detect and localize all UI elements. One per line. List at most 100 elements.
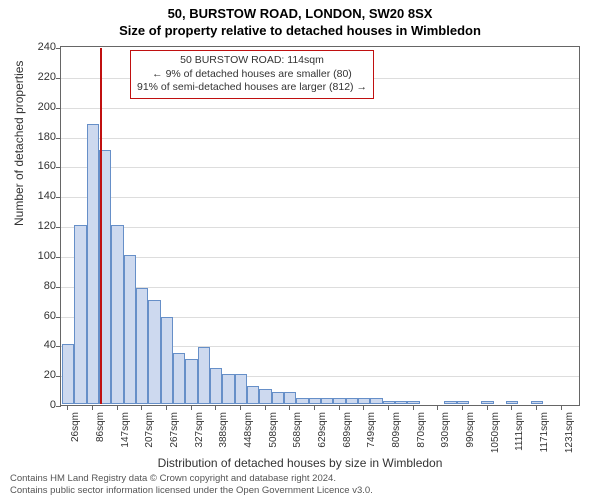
plot-region: 50 BURSTOW ROAD: 114sqm← 9% of detached … xyxy=(60,46,580,406)
gridline xyxy=(61,227,579,228)
histogram-bar xyxy=(136,288,148,404)
histogram-bar xyxy=(309,398,321,404)
histogram-bar xyxy=(62,344,74,404)
ytick-mark xyxy=(56,257,61,258)
xtick-label: 930sqm xyxy=(440,412,451,448)
xtick-mark xyxy=(117,405,118,410)
ytick-mark xyxy=(56,197,61,198)
ytick-label: 160 xyxy=(26,160,56,172)
ytick-label: 240 xyxy=(26,41,56,53)
xtick-label: 86sqm xyxy=(95,412,106,442)
x-axis-label: Distribution of detached houses by size … xyxy=(0,456,600,470)
histogram-bar xyxy=(173,353,185,404)
histogram-bar xyxy=(272,392,284,404)
gridline xyxy=(61,108,579,109)
gridline xyxy=(61,167,579,168)
histogram-bar xyxy=(383,401,395,404)
ytick-label: 40 xyxy=(26,339,56,351)
annotation-line: 50 BURSTOW ROAD: 114sqm xyxy=(137,54,367,68)
histogram-bar xyxy=(346,398,358,404)
xtick-label: 629sqm xyxy=(317,412,328,448)
footer-line-2: Contains public sector information licen… xyxy=(10,485,373,497)
histogram-bar xyxy=(481,401,493,404)
xtick-label: 1231sqm xyxy=(564,412,575,453)
xtick-label: 1171sqm xyxy=(539,412,550,452)
xtick-label: 26sqm xyxy=(70,412,81,442)
histogram-bar xyxy=(506,401,518,404)
histogram-bar xyxy=(198,347,210,404)
annotation-line: ← 9% of detached houses are smaller (80) xyxy=(137,68,367,82)
histogram-bar xyxy=(124,255,136,404)
xtick-mark xyxy=(363,405,364,410)
xtick-mark xyxy=(487,405,488,410)
xtick-mark xyxy=(388,405,389,410)
gridline xyxy=(61,138,579,139)
xtick-mark xyxy=(536,405,537,410)
xtick-label: 1111sqm xyxy=(514,412,525,451)
histogram-bar xyxy=(370,398,382,404)
ytick-mark xyxy=(56,317,61,318)
xtick-label: 267sqm xyxy=(169,412,180,448)
ytick-label: 60 xyxy=(26,310,56,322)
histogram-bar xyxy=(235,374,247,404)
y-axis-label: Number of detached properties xyxy=(12,61,26,226)
annotation-line: 91% of semi-detached houses are larger (… xyxy=(137,81,367,95)
ytick-mark xyxy=(56,376,61,377)
chart-title-1: 50, BURSTOW ROAD, LONDON, SW20 8SX xyxy=(0,0,600,21)
histogram-bar xyxy=(358,398,370,404)
xtick-label: 508sqm xyxy=(268,412,279,448)
ytick-mark xyxy=(56,138,61,139)
gridline xyxy=(61,197,579,198)
histogram-bar xyxy=(87,124,99,404)
histogram-bar xyxy=(444,401,456,404)
xtick-mark xyxy=(191,405,192,410)
ytick-label: 100 xyxy=(26,250,56,262)
histogram-bar xyxy=(222,374,234,404)
annotation-box: 50 BURSTOW ROAD: 114sqm← 9% of detached … xyxy=(130,50,374,99)
xtick-mark xyxy=(462,405,463,410)
ytick-label: 220 xyxy=(26,71,56,83)
xtick-label: 147sqm xyxy=(120,412,131,448)
xtick-label: 327sqm xyxy=(194,412,205,448)
xtick-mark xyxy=(67,405,68,410)
ytick-mark xyxy=(56,108,61,109)
footer-line-1: Contains HM Land Registry data © Crown c… xyxy=(10,473,373,485)
histogram-bar xyxy=(148,300,160,404)
xtick-mark xyxy=(141,405,142,410)
histogram-bar xyxy=(111,225,123,404)
xtick-label: 689sqm xyxy=(342,412,353,448)
xtick-label: 749sqm xyxy=(366,412,377,448)
xtick-label: 207sqm xyxy=(144,412,155,448)
xtick-label: 990sqm xyxy=(465,412,476,448)
xtick-label: 1050sqm xyxy=(490,412,501,453)
xtick-label: 809sqm xyxy=(391,412,402,448)
histogram-bar xyxy=(296,398,308,404)
plot-area xyxy=(60,46,580,406)
xtick-mark xyxy=(215,405,216,410)
histogram-bar xyxy=(284,392,296,404)
histogram-bar xyxy=(531,401,543,404)
xtick-mark xyxy=(339,405,340,410)
ytick-mark xyxy=(56,78,61,79)
histogram-bar xyxy=(74,225,86,404)
ytick-label: 20 xyxy=(26,369,56,381)
ytick-label: 80 xyxy=(26,280,56,292)
ytick-mark xyxy=(56,346,61,347)
xtick-mark xyxy=(413,405,414,410)
xtick-mark xyxy=(314,405,315,410)
xtick-mark xyxy=(561,405,562,410)
ytick-label: 120 xyxy=(26,220,56,232)
ytick-mark xyxy=(56,406,61,407)
xtick-mark xyxy=(265,405,266,410)
histogram-bar xyxy=(185,359,197,404)
histogram-bar xyxy=(247,386,259,404)
xtick-label: 568sqm xyxy=(292,412,303,448)
histogram-bar xyxy=(407,401,419,404)
ytick-label: 200 xyxy=(26,101,56,113)
ytick-mark xyxy=(56,167,61,168)
histogram-bar xyxy=(321,398,333,404)
chart-container: 50, BURSTOW ROAD, LONDON, SW20 8SX Size … xyxy=(0,0,600,500)
ytick-label: 180 xyxy=(26,131,56,143)
histogram-bar xyxy=(457,401,469,404)
histogram-bar xyxy=(333,398,345,404)
